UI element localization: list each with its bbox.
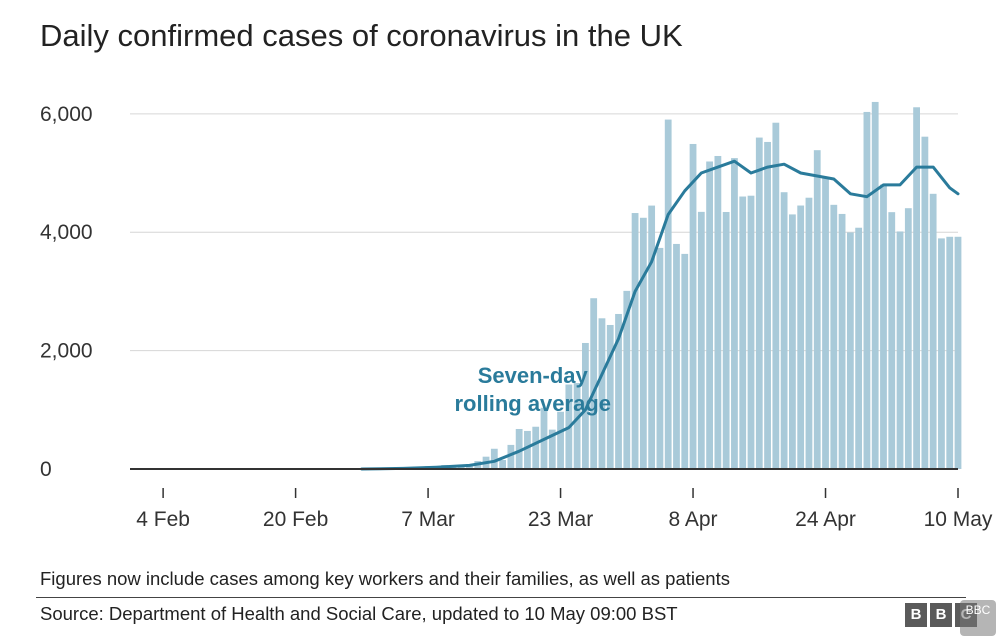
rolling-average-line: [360, 159, 960, 471]
bar: [747, 195, 755, 470]
annotation: Seven-day rolling average: [455, 363, 612, 416]
bar: [888, 212, 896, 470]
bar: [772, 122, 780, 469]
bar: [499, 460, 506, 469]
bar: [880, 184, 887, 469]
x-tick-label: 10 May: [924, 508, 993, 531]
y-tick-label: 0: [40, 458, 52, 481]
bar: [490, 448, 498, 469]
x-tick-label: 7 Mar: [401, 508, 455, 531]
bar: [913, 107, 920, 470]
bar: [797, 205, 805, 469]
bar: [805, 197, 813, 469]
bar: [830, 204, 838, 469]
bar: [954, 236, 962, 469]
bar: [904, 208, 912, 469]
bar: [515, 428, 523, 469]
bar: [548, 429, 556, 469]
bar: [639, 217, 647, 469]
x-tick-label: 4 Feb: [136, 508, 190, 531]
chart-plot: 0 2,000 4,000 6,000 4 Feb 20 Feb 7 Mar 23 Mar 8 …: [40, 101, 993, 531]
logo-letter-1: B: [905, 603, 927, 627]
bar: [863, 111, 871, 469]
bar: [706, 161, 713, 470]
annotation-label: Seven-day: [478, 363, 589, 388]
rolling-average-series: [360, 159, 960, 471]
bar: [664, 119, 672, 470]
bar: [946, 236, 954, 469]
tick-labels: 0 2,000 4,000 6,000 4 Feb 20 Feb 7 Mar 23 Mar 8 …: [40, 103, 993, 531]
source-note: Source: Department of Health and Social …: [40, 603, 678, 624]
bar: [532, 426, 540, 469]
bar: [731, 158, 738, 469]
bar: [871, 101, 879, 470]
bar: [755, 137, 763, 469]
bar: [846, 232, 854, 469]
bar: [524, 430, 531, 469]
x-tick-label: 24 Apr: [795, 508, 856, 531]
footer-divider: [36, 597, 966, 598]
bar: [681, 253, 689, 469]
bar: [557, 411, 564, 469]
bar: [822, 178, 829, 469]
bar: [838, 213, 846, 469]
logo-letter-2: B: [930, 603, 952, 627]
bar: [921, 136, 929, 469]
bar: [722, 211, 730, 469]
bar: [507, 444, 515, 469]
bar: [582, 342, 589, 469]
bar: [606, 324, 614, 469]
bar: [573, 383, 581, 469]
bar: [697, 211, 705, 469]
bbc-watermark: BBC: [960, 600, 996, 636]
x-tick-label: 20 Feb: [263, 508, 328, 531]
bar: [855, 227, 863, 469]
bar: [780, 192, 788, 469]
bar: [689, 143, 697, 469]
bar: [631, 213, 639, 469]
y-tick-label: 2,000: [40, 340, 93, 363]
bar: [896, 231, 904, 469]
annotation-label: rolling average: [455, 391, 612, 416]
bar: [623, 290, 631, 469]
y-tick-label: 6,000: [40, 103, 93, 126]
chart-title: Daily confirmed cases of coronavirus in …: [40, 18, 683, 53]
bar: [457, 466, 465, 469]
bar: [648, 205, 656, 469]
bar: [813, 150, 821, 470]
bar: [739, 196, 747, 469]
bar: [598, 318, 606, 469]
bar: [590, 298, 598, 469]
bar: [673, 243, 680, 469]
bar: [714, 155, 722, 470]
bar: [929, 193, 937, 469]
bar: [764, 141, 771, 470]
bar: [656, 247, 664, 469]
bar: [615, 313, 622, 469]
x-tick-label: 8 Apr: [669, 508, 718, 531]
y-tick-label: 4,000: [40, 221, 93, 244]
bar: [789, 214, 796, 469]
bar: [938, 238, 945, 469]
footnote: Figures now include cases among key work…: [40, 568, 730, 589]
axes: [130, 468, 959, 498]
x-tick-label: 23 Mar: [528, 508, 593, 531]
